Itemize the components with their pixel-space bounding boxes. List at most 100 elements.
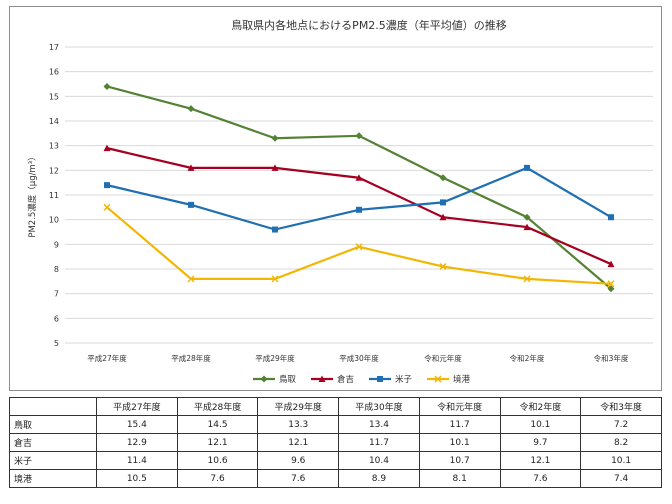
table-header-cell: 令和3年度 [580,397,662,416]
table-cell: 12.9 [96,433,178,452]
y-tick-label: 5 [54,339,59,348]
x-tick-label: 平成27年度 [87,353,127,363]
table-cell: 8.1 [418,469,501,488]
y-tick-label: 9 [54,240,59,249]
table-cell: 10.1 [418,433,501,452]
legend-label: 境港 [453,374,471,385]
data-point [187,164,195,171]
table-header-cell: 平成27年度 [96,397,178,416]
data-table: 平成27年度 平成28年度 平成29年度 平成30年度 令和元年度 令和2年度 … [9,397,662,488]
legend-marker [434,375,442,383]
y-tick-label: 8 [54,265,59,274]
data-point [187,105,195,113]
legend-marker [377,376,383,382]
table-cell: 12.1 [176,433,259,452]
y-tick-label: 11 [49,191,59,200]
data-point [355,174,363,181]
table-cell: 11.7 [338,433,420,452]
table-header-cell: 令和元年度 [418,397,501,416]
data-point [524,164,530,171]
table-row: 境港 10.5 7.6 7.6 8.9 8.1 7.6 7.4 [9,469,662,488]
chart-frame: 鳥取県内各地点におけるPM2.5濃度（年平均値）の推移 5 6 7 8 9 10 11 12 13… [9,6,662,391]
chart-title: 鳥取県内各地点におけるPM2.5濃度（年平均値）の推移 [231,18,507,32]
y-tick-label: 16 [49,68,59,77]
data-point [104,182,110,189]
table-row-label: 境港 [9,469,97,488]
data-point [271,275,279,283]
table-cell: 11.4 [96,451,178,470]
series-line [106,85,612,290]
data-point [272,226,278,233]
data-point [103,144,111,152]
table-header-cell: 平成29年度 [257,397,340,416]
table-row-label: 倉吉 [9,433,97,452]
x-tick-label: 令和2年度 [510,353,545,363]
table-row: 鳥取 15.4 14.5 13.3 13.4 11.7 10.1 7.2 [9,415,662,434]
line-chart: 鳥取県内各地点におけるPM2.5濃度（年平均値）の推移 5 6 7 8 9 10 11 12 13… [27,18,653,385]
table-cell: 8.2 [580,433,662,452]
legend-label: 米子 [395,374,413,385]
data-point [103,203,111,211]
table-cell: 11.7 [418,415,501,434]
table-cell: 10.7 [418,451,501,470]
table-cell: 7.6 [257,469,340,488]
x-tick-label: 令和元年度 [424,353,462,363]
x-tick-label: 平成30年度 [339,353,379,363]
table-cell: 8.9 [338,469,420,488]
data-point [440,199,446,206]
data-point [355,132,363,140]
table-cell: 7.6 [499,469,582,488]
table-header-row: 平成27年度 平成28年度 平成29年度 平成30年度 令和元年度 令和2年度 … [9,397,662,416]
table-cell: 10.4 [338,451,420,470]
table-row: 米子 11.4 10.6 9.6 10.4 10.7 12.1 10.1 [9,451,662,470]
data-point [356,206,362,213]
data-point [607,285,615,293]
table-header-cell: 平成28年度 [176,397,259,416]
table-cell: 10.1 [580,451,662,470]
y-tick-label: 10 [49,216,59,225]
table-cell: 7.4 [580,469,662,488]
y-tick-label: 17 [49,43,59,52]
legend-marker [260,375,268,383]
table-cell: 13.4 [338,415,420,434]
x-tick-label: 平成28年度 [171,353,211,363]
table-cell: 14.5 [176,415,259,434]
y-tick-label: 14 [49,117,59,126]
legend-label: 鳥取 [279,374,297,385]
table-row-label: 鳥取 [9,415,97,434]
data-point [187,275,195,283]
table-cell: 12.1 [257,433,340,452]
table-cell: 13.3 [257,415,340,434]
table-cell: 7.2 [580,415,662,434]
y-tick-label: 6 [54,314,59,323]
data-point [523,223,531,231]
x-tick-label: 令和3年度 [594,353,629,363]
data-point [188,201,194,208]
legend-label: 倉吉 [337,374,354,385]
table-cell: 9.6 [257,451,340,470]
table-corner-cell [9,397,97,416]
y-axis-label: PM2.5濃度（μg/m³） [27,152,38,237]
y-tick-label: 7 [54,290,59,299]
table-cell: 10.6 [176,451,259,470]
data-point [608,214,614,221]
table-cell: 7.6 [176,469,259,488]
data-point [103,82,111,90]
table-cell: 10.5 [96,469,178,488]
data-point [271,164,279,171]
table-header-cell: 平成30年度 [338,397,420,416]
data-point [607,280,615,288]
x-tick-label: 平成29年度 [255,353,295,363]
table-header-cell: 令和2年度 [499,397,582,416]
legend-marker [318,375,326,382]
data-point [607,260,615,268]
table-cell: 15.4 [96,415,178,434]
series-line [106,206,612,285]
data-point [439,174,447,182]
data-point [439,213,447,221]
table-cell: 10.1 [499,415,582,434]
data-point [523,275,531,283]
y-tick-label: 12 [49,166,59,175]
data-point [355,243,363,251]
table-cell: 9.7 [499,433,582,452]
